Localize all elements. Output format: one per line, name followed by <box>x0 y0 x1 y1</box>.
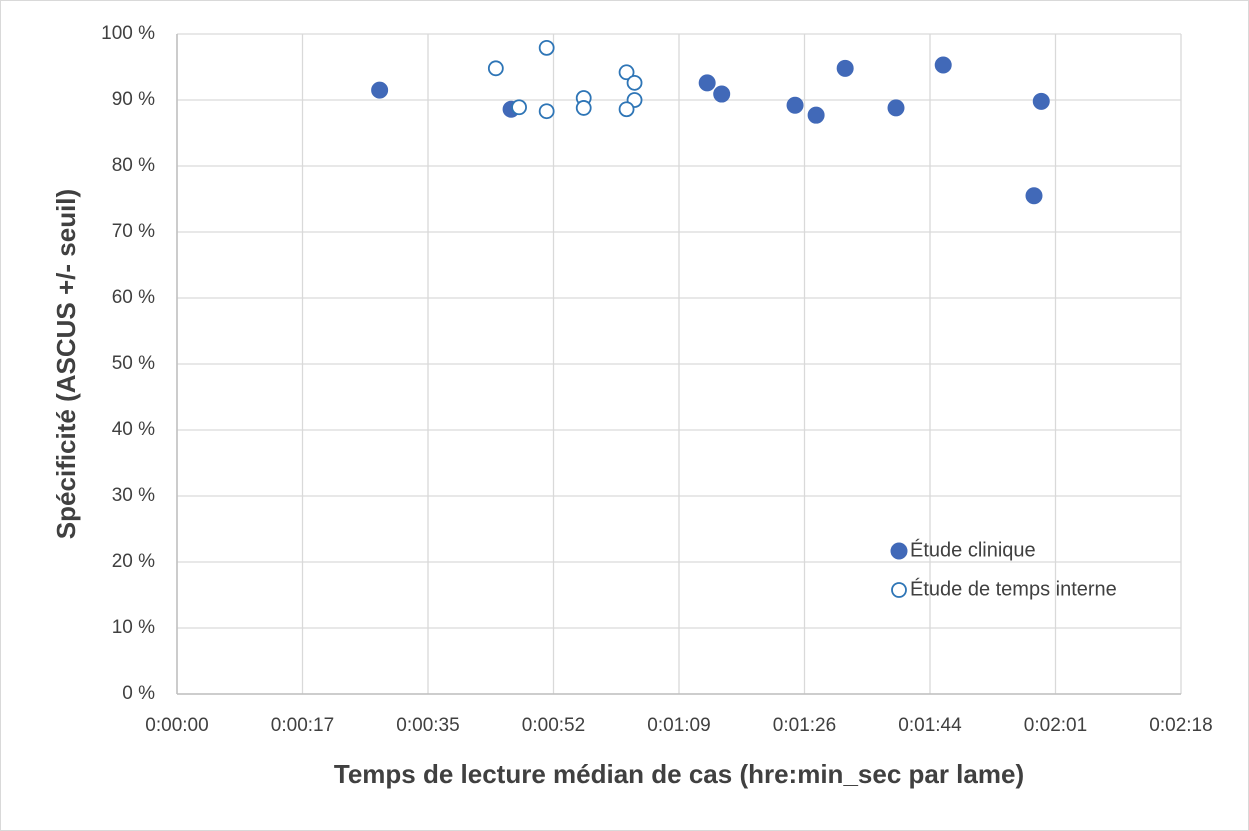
point <box>371 81 389 99</box>
point <box>575 100 592 116</box>
y-tick-label: 90 % <box>112 89 155 110</box>
point <box>487 60 504 77</box>
point <box>1025 187 1043 205</box>
x-tick-label: 0:00:00 <box>145 715 208 736</box>
legend-label: Étude de temps interne <box>910 577 1117 600</box>
x-tick-label: 0:00:17 <box>271 715 334 736</box>
y-tick-label: 100 % <box>101 23 155 44</box>
legend-marker <box>890 542 908 560</box>
y-tick-label: 20 % <box>112 551 155 572</box>
point <box>618 101 635 118</box>
point <box>836 59 854 77</box>
point <box>538 103 555 120</box>
point <box>626 74 643 91</box>
point <box>713 85 731 103</box>
legend-marker <box>891 582 907 598</box>
y-tick-label: 30 % <box>112 485 155 506</box>
point <box>807 106 825 124</box>
y-axis-title: Spécificité (ASCUS +/- seuil) <box>51 189 81 539</box>
point <box>1032 92 1050 110</box>
x-tick-label: 0:00:52 <box>522 715 585 736</box>
point <box>698 74 716 92</box>
legend-label: Étude clinique <box>910 538 1036 561</box>
y-tick-label: 60 % <box>112 287 155 308</box>
x-tick-label: 0:02:01 <box>1024 715 1087 736</box>
point <box>887 99 905 117</box>
point <box>934 56 952 74</box>
y-tick-label: 50 % <box>112 353 155 374</box>
y-tick-label: 0 % <box>122 683 155 704</box>
x-tick-label: 0:01:26 <box>773 715 836 736</box>
y-tick-label: 80 % <box>112 155 155 176</box>
x-tick-label: 0:01:44 <box>898 715 962 736</box>
x-tick-label: 0:00:35 <box>396 715 459 736</box>
point <box>618 64 635 81</box>
x-tick-label: 0:01:09 <box>647 715 710 736</box>
point <box>786 96 804 114</box>
y-tick-label: 40 % <box>112 419 155 440</box>
point <box>511 99 527 116</box>
x-tick-label: 0:02:18 <box>1149 715 1212 736</box>
point <box>538 39 555 56</box>
y-tick-label: 10 % <box>112 617 155 638</box>
x-axis-title: Temps de lecture médian de cas (hre:min_… <box>334 759 1024 789</box>
y-tick-label: 70 % <box>112 221 155 242</box>
